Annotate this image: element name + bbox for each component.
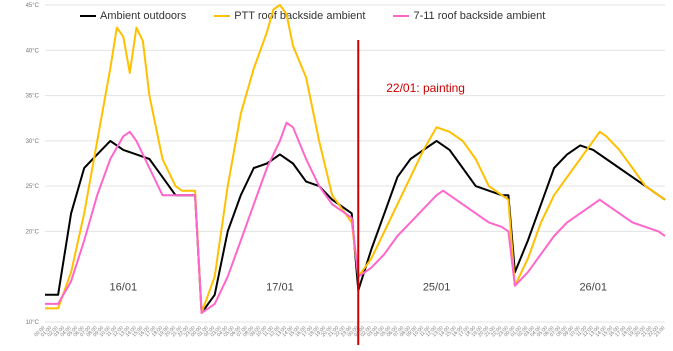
y-tick-label: 25°C — [26, 184, 40, 190]
annotation-label: 22/01: painting — [386, 81, 465, 95]
y-tick-label: 45°C — [26, 3, 40, 9]
day-label: 26/01 — [579, 281, 607, 293]
day-label: 16/01 — [110, 281, 138, 293]
day-label: 17/01 — [266, 281, 294, 293]
legend-item-ambient: Ambient outdoors — [80, 10, 186, 22]
legend-swatch-ambient — [80, 15, 96, 17]
chart-legend: Ambient outdoors PTT roof backside ambie… — [80, 10, 545, 22]
legend-item-711: 7-11 roof backside ambient — [393, 10, 545, 22]
y-tick-label: 30°C — [26, 139, 40, 145]
series-line-0 — [45, 139, 666, 314]
legend-item-ptt: PTT roof backside ambient — [214, 10, 365, 22]
legend-label-ptt: PTT roof backside ambient — [234, 10, 366, 22]
legend-swatch-ptt — [214, 15, 231, 17]
series-line-2 — [45, 121, 666, 314]
legend-label-ambient: Ambient outdoors — [100, 10, 187, 22]
legend-label-711: 7-11 roof backside ambient — [413, 10, 546, 22]
y-tick-label: 35°C — [26, 94, 40, 100]
series-line-1 — [45, 4, 666, 314]
day-label: 25/01 — [423, 281, 451, 293]
y-tick-label: 20°C — [26, 229, 40, 235]
y-tick-label: 40°C — [26, 48, 40, 54]
y-tick-label: 10°C — [26, 320, 40, 326]
legend-swatch-711 — [393, 15, 410, 17]
